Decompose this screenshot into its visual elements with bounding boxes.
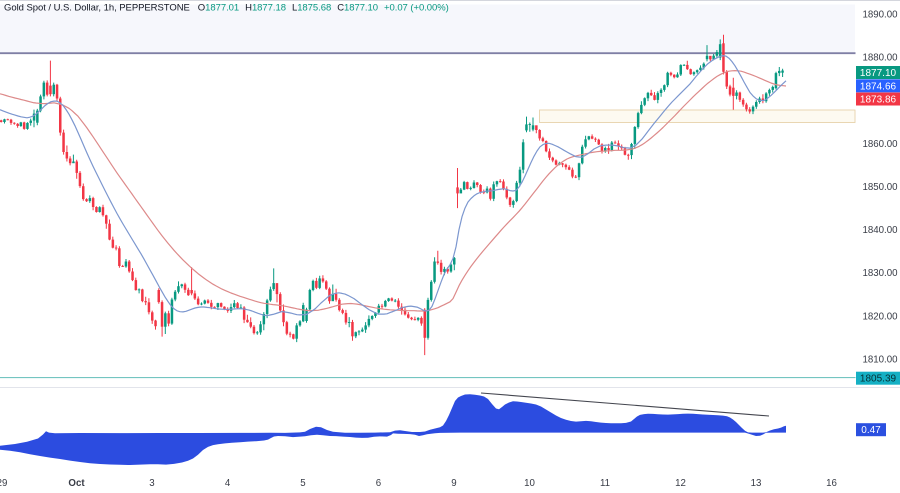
svg-text:1850.00: 1850.00 [862,182,898,193]
svg-text:1830.00: 1830.00 [862,268,898,279]
svg-text:0.47: 0.47 [861,425,881,436]
svg-text:3: 3 [149,478,154,488]
svg-text:1805.39: 1805.39 [860,374,897,385]
svg-text:12: 12 [675,478,686,488]
svg-text:11: 11 [600,478,610,488]
svg-text:Oct: Oct [68,478,85,488]
svg-text:5: 5 [300,478,305,488]
svg-text:1860.00: 1860.00 [862,139,898,150]
svg-text:6: 6 [376,478,381,488]
svg-text:1873.86: 1873.86 [860,95,897,106]
svg-text:16: 16 [826,478,837,488]
svg-text:1810.00: 1810.00 [862,355,898,366]
svg-text:Gold Spot / U.S. Dollar, 1h, P: Gold Spot / U.S. Dollar, 1h, PEPPERSTONE… [4,3,449,14]
svg-text:29: 29 [0,478,7,488]
svg-text:9: 9 [451,478,456,488]
svg-text:1880.00: 1880.00 [862,53,898,64]
svg-text:1874.66: 1874.66 [860,81,897,92]
svg-text:1840.00: 1840.00 [862,225,898,236]
svg-text:10: 10 [524,478,535,488]
svg-text:1820.00: 1820.00 [862,311,898,322]
svg-text:1877.10: 1877.10 [860,68,897,79]
svg-text:4: 4 [225,478,231,488]
svg-text:1890.00: 1890.00 [862,10,898,21]
svg-text:13: 13 [751,478,762,488]
